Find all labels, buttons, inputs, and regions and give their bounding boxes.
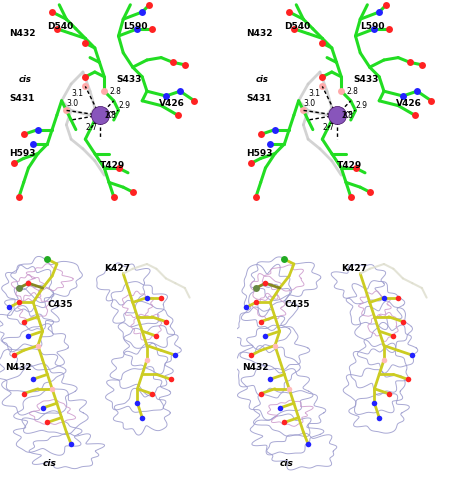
- Text: 3.1: 3.1: [71, 89, 83, 98]
- Text: K427: K427: [104, 264, 130, 273]
- Text: 2.8: 2.8: [346, 86, 358, 96]
- Text: C435: C435: [47, 300, 73, 309]
- Text: cis: cis: [280, 458, 293, 468]
- Text: cis: cis: [19, 74, 32, 84]
- Text: L590: L590: [123, 22, 148, 31]
- Text: D540: D540: [284, 22, 310, 31]
- Text: S433: S433: [353, 74, 379, 84]
- Text: 3.0: 3.0: [66, 98, 79, 108]
- Text: T429: T429: [337, 161, 362, 170]
- Text: V426: V426: [396, 98, 422, 108]
- Text: N432: N432: [242, 362, 268, 372]
- Text: N432: N432: [9, 29, 36, 38]
- Text: K$^+$: K$^+$: [342, 109, 356, 121]
- Text: cis: cis: [256, 74, 269, 84]
- Text: H593: H593: [9, 149, 36, 158]
- Text: V426: V426: [159, 98, 185, 108]
- Text: C435: C435: [284, 300, 310, 309]
- Text: 2.9: 2.9: [118, 101, 130, 110]
- Text: K$^+$: K$^+$: [105, 109, 118, 121]
- Text: S431: S431: [9, 94, 35, 103]
- Text: N432: N432: [5, 362, 31, 372]
- Text: L590: L590: [360, 22, 385, 31]
- Text: cis: cis: [43, 458, 56, 468]
- Text: H593: H593: [246, 149, 273, 158]
- Text: 3.0: 3.0: [303, 98, 316, 108]
- Text: S431: S431: [246, 94, 272, 103]
- Text: 2.9: 2.9: [356, 101, 367, 110]
- Text: 2.8: 2.8: [109, 86, 121, 96]
- Text: N432: N432: [246, 29, 273, 38]
- Text: D540: D540: [47, 22, 73, 31]
- Text: 2.8: 2.8: [341, 110, 353, 120]
- Text: T429: T429: [100, 161, 125, 170]
- Text: 2.7: 2.7: [85, 122, 97, 132]
- Text: 2.8: 2.8: [104, 110, 116, 120]
- Text: 3.1: 3.1: [308, 89, 320, 98]
- Text: S433: S433: [116, 74, 142, 84]
- Text: K427: K427: [341, 264, 367, 273]
- Text: 2.7: 2.7: [322, 122, 334, 132]
